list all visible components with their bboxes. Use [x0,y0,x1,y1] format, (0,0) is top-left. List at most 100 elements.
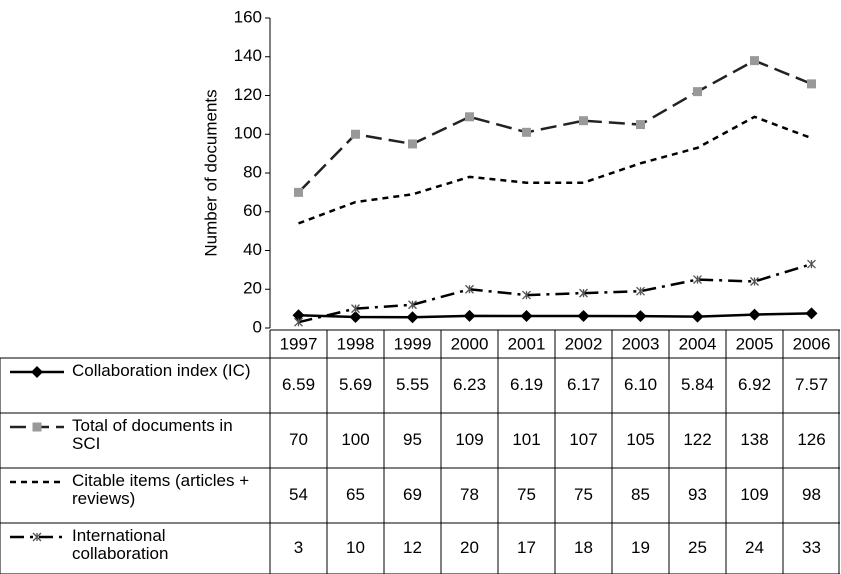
y-axis-label: Number of documents [201,89,220,256]
table-value: 6.23 [453,375,486,394]
table-value: 70 [289,430,308,449]
marker [579,116,588,126]
table-value: 75 [517,485,536,504]
x-tick-label: 1999 [394,334,432,353]
marker [693,87,702,97]
table-value: 6.92 [738,375,771,394]
x-tick-label: 2002 [565,334,603,353]
marker [463,309,476,322]
marker [292,309,305,322]
marker [351,304,360,314]
marker [522,127,531,137]
marker [520,310,533,323]
series-line [298,262,812,324]
legend-label: International collaboration [72,526,169,563]
table-value: 6.10 [624,375,657,394]
table-value: 7.57 [795,375,828,394]
y-tick-label: 140 [234,46,262,65]
y-tick-label: 60 [243,201,262,220]
marker [748,308,761,321]
marker [750,56,759,66]
marker [636,286,645,296]
y-tick-label: 40 [243,240,262,259]
marker [577,310,590,323]
table-value: 33 [802,538,821,557]
table-value: 20 [460,538,479,557]
marker [522,290,531,300]
marker [807,79,816,89]
x-tick-label: 2006 [793,334,831,353]
table-value: 93 [688,485,707,504]
y-tick-label: 120 [234,85,262,104]
x-tick-label: 2003 [622,334,660,353]
marker [805,307,818,320]
marker [406,311,419,324]
series-line [298,312,812,319]
marker [294,187,303,197]
table-value: 98 [802,485,821,504]
marker [465,112,474,122]
legend-label: Total of documents in SCI [72,416,233,453]
marker [408,300,417,310]
y-tick-label: 20 [243,279,262,298]
marker [750,277,759,286]
x-tick-label: 2001 [508,334,546,353]
table-value: 6.19 [510,375,543,394]
table-value: 19 [631,538,650,557]
table-value: 5.69 [339,375,372,394]
marker [32,532,42,542]
table-value: 6.17 [567,375,600,394]
table-value: 24 [745,538,764,557]
table-value: 5.55 [396,375,429,394]
x-tick-label: 1997 [280,334,318,353]
marker [32,422,42,432]
table-value: 75 [574,485,593,504]
table-value: 95 [403,430,422,449]
marker [294,317,303,327]
table-value: 10 [346,538,365,557]
table-value: 25 [688,538,707,557]
table-value: 69 [403,485,422,504]
y-tick-label: 0 [253,317,262,336]
x-tick-label: 2004 [679,334,717,353]
table-value: 12 [403,538,422,557]
y-tick-label: 100 [234,124,262,143]
table-value: 126 [797,430,825,449]
x-tick-label: 2000 [451,334,489,353]
marker [349,310,362,323]
table-value: 105 [626,430,654,449]
series-line [298,115,812,225]
marker [31,366,43,378]
table-value: 17 [517,538,536,557]
table-value: 54 [289,485,308,504]
x-tick-label: 2005 [736,334,774,353]
y-tick-label: 80 [243,162,262,181]
marker [634,310,647,323]
marker [691,310,704,323]
table-value: 109 [455,430,483,449]
marker [465,284,474,294]
table-value: 109 [740,485,768,504]
table-value: 122 [683,430,711,449]
table-value: 85 [631,485,650,504]
legend-label: Citable items (articles + reviews) [72,471,250,508]
marker [636,120,645,130]
table-value: 107 [569,430,597,449]
table-value: 138 [740,430,768,449]
series-line [297,59,812,194]
table-value: 18 [574,538,593,557]
legend-label: Collaboration index (IC) [72,361,251,380]
table-value: 101 [512,430,540,449]
table-value: 3 [294,538,303,557]
table-value: 78 [460,485,479,504]
x-tick-label: 1998 [337,334,375,353]
table-value: 6.59 [282,375,315,394]
table-value: 65 [346,485,365,504]
marker [408,139,417,149]
marker [807,259,816,269]
table-value: 5.84 [681,375,714,394]
marker [579,288,588,298]
marker [351,129,360,139]
